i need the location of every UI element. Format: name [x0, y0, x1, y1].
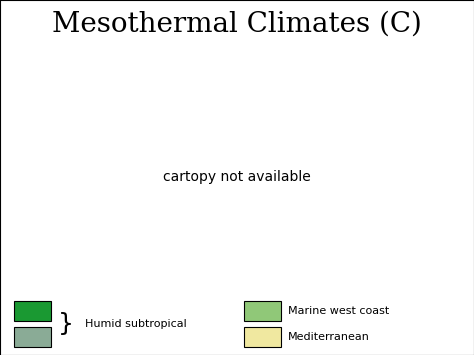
- Text: cartopy not available: cartopy not available: [163, 170, 311, 185]
- Text: Marine west coast: Marine west coast: [288, 306, 389, 316]
- Text: Mesothermal Climates (C): Mesothermal Climates (C): [52, 11, 422, 38]
- Text: }: }: [58, 312, 73, 336]
- Bar: [14, 301, 51, 321]
- Bar: [244, 301, 281, 321]
- Bar: [244, 327, 281, 347]
- Text: Mediterranean: Mediterranean: [288, 332, 369, 342]
- Bar: [14, 327, 51, 347]
- Text: Humid subtropical: Humid subtropical: [85, 319, 187, 329]
